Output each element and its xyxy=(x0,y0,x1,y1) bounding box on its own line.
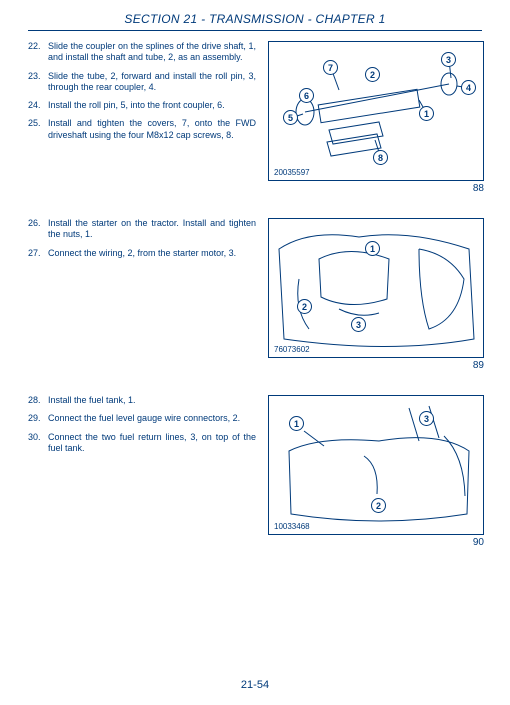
figure-number: 88 xyxy=(473,183,484,194)
step-text: Install the starter on the tractor. Inst… xyxy=(48,218,256,241)
callout-1: 1 xyxy=(365,241,380,256)
step-number: 22. xyxy=(28,41,48,64)
step-number: 28. xyxy=(28,395,48,406)
figure-90: 1 3 2 10033468 xyxy=(268,395,484,535)
photo-id: 76073602 xyxy=(274,345,310,354)
figure-89: 1 2 3 76073602 xyxy=(268,218,484,358)
figure-number: 90 xyxy=(473,537,484,548)
step-text: Slide the tube, 2, forward and install t… xyxy=(48,71,256,94)
step-list: 28.Install the fuel tank, 1. 29.Connect … xyxy=(28,395,256,454)
step-text: Install the fuel tank, 1. xyxy=(48,395,256,406)
figure-number: 89 xyxy=(473,360,484,371)
callout-3: 3 xyxy=(441,52,456,67)
photo-id: 10033468 xyxy=(274,522,310,531)
content-area: 22.Slide the coupler on the splines of t… xyxy=(0,31,510,548)
step-number: 23. xyxy=(28,71,48,94)
callout-1: 1 xyxy=(289,416,304,431)
step-text: Install the roll pin, 5, into the front … xyxy=(48,100,256,111)
instruction-block-1: 22.Slide the coupler on the splines of t… xyxy=(28,41,482,194)
callout-7: 7 xyxy=(323,60,338,75)
step-item: 29.Connect the fuel level gauge wire con… xyxy=(28,413,256,424)
callout-2: 2 xyxy=(371,498,386,513)
step-number: 27. xyxy=(28,248,48,259)
step-number: 25. xyxy=(28,118,48,141)
step-item: 24.Install the roll pin, 5, into the fro… xyxy=(28,100,256,111)
figure-column: 1 3 2 10033468 90 xyxy=(268,395,484,548)
step-item: 22.Slide the coupler on the splines of t… xyxy=(28,41,256,64)
step-number: 30. xyxy=(28,432,48,455)
callout-4: 4 xyxy=(461,80,476,95)
step-item: 25.Install and tighten the covers, 7, on… xyxy=(28,118,256,141)
step-number: 24. xyxy=(28,100,48,111)
step-item: 28.Install the fuel tank, 1. xyxy=(28,395,256,406)
text-column: 28.Install the fuel tank, 1. 29.Connect … xyxy=(28,395,256,548)
step-text: Connect the two fuel return lines, 3, on… xyxy=(48,432,256,455)
callout-1: 1 xyxy=(419,106,434,121)
step-item: 30.Connect the two fuel return lines, 3,… xyxy=(28,432,256,455)
instruction-block-3: 28.Install the fuel tank, 1. 29.Connect … xyxy=(28,395,482,548)
callout-3: 3 xyxy=(351,317,366,332)
step-text: Connect the fuel level gauge wire connec… xyxy=(48,413,256,424)
step-text: Connect the wiring, 2, from the starter … xyxy=(48,248,256,259)
callout-2: 2 xyxy=(297,299,312,314)
page-footer: 21-54 xyxy=(0,679,510,691)
callout-5: 5 xyxy=(283,110,298,125)
step-text: Slide the coupler on the splines of the … xyxy=(48,41,256,64)
figure-column: 7 3 6 2 5 4 1 8 20035597 88 xyxy=(268,41,484,194)
starter-diagram xyxy=(269,219,484,358)
step-text: Install and tighten the covers, 7, onto … xyxy=(48,118,256,141)
step-item: 27.Connect the wiring, 2, from the start… xyxy=(28,248,256,259)
instruction-block-2: 26.Install the starter on the tractor. I… xyxy=(28,218,482,371)
photo-id: 20035597 xyxy=(274,168,310,177)
figure-88: 7 3 6 2 5 4 1 8 20035597 xyxy=(268,41,484,181)
callout-3: 3 xyxy=(419,411,434,426)
text-column: 22.Slide the coupler on the splines of t… xyxy=(28,41,256,194)
callout-2: 2 xyxy=(365,67,380,82)
step-number: 26. xyxy=(28,218,48,241)
text-column: 26.Install the starter on the tractor. I… xyxy=(28,218,256,371)
step-item: 26.Install the starter on the tractor. I… xyxy=(28,218,256,241)
figure-column: 1 2 3 76073602 89 xyxy=(268,218,484,371)
page-header: SECTION 21 - TRANSMISSION - CHAPTER 1 xyxy=(0,0,510,30)
step-item: 23.Slide the tube, 2, forward and instal… xyxy=(28,71,256,94)
step-number: 29. xyxy=(28,413,48,424)
callout-8: 8 xyxy=(373,150,388,165)
step-list: 26.Install the starter on the tractor. I… xyxy=(28,218,256,259)
callout-6: 6 xyxy=(299,88,314,103)
step-list: 22.Slide the coupler on the splines of t… xyxy=(28,41,256,141)
